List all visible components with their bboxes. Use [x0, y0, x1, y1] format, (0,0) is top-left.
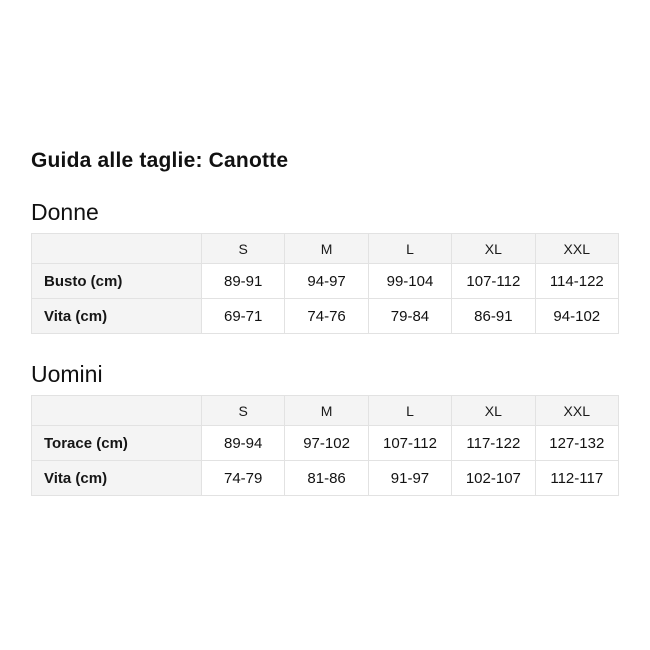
size-value-cell: 112-117 — [534, 460, 620, 496]
size-value-cell: 99-104 — [367, 263, 453, 299]
size-value-cell: 97-102 — [284, 425, 369, 461]
table-row: Vita (cm) 74-79 81-86 91-97 102-107 112-… — [31, 460, 620, 496]
size-value-cell: 89-91 — [200, 263, 286, 299]
column-header-xl: XL — [451, 233, 536, 264]
size-value-cell: 117-122 — [451, 425, 536, 461]
column-header-m: M — [284, 395, 369, 426]
column-header-s: S — [200, 233, 286, 264]
size-value-cell: 114-122 — [534, 263, 620, 299]
size-table-men: S M L XL XXL Torace (cm) 89-94 97-102 10… — [31, 395, 620, 496]
corner-cell — [31, 233, 202, 264]
section-heading-women: Donne — [31, 199, 99, 225]
size-value-cell: 81-86 — [284, 460, 369, 496]
size-value-cell: 69-71 — [200, 298, 286, 334]
section-men: Uomini S M L XL XXL — [31, 360, 620, 496]
page-title: Guida alle taglie: Canotte — [31, 149, 289, 172]
column-header-l: L — [367, 395, 453, 426]
size-table-women: S M L XL XXL Busto (cm) 89-91 94-97 99-1… — [31, 233, 620, 334]
column-header-xl: XL — [451, 395, 536, 426]
size-value-cell: 79-84 — [367, 298, 453, 334]
size-value-cell: 102-107 — [451, 460, 536, 496]
size-value-cell: 74-76 — [284, 298, 369, 334]
corner-cell — [31, 395, 202, 426]
column-header-s: S — [200, 395, 286, 426]
size-value-cell: 107-112 — [451, 263, 536, 299]
row-label: Vita (cm) — [31, 460, 202, 496]
size-value-cell: 127-132 — [534, 425, 620, 461]
column-header-m: M — [284, 233, 369, 264]
table-row: Torace (cm) 89-94 97-102 107-112 117-122… — [31, 425, 620, 461]
section-heading-men: Uomini — [31, 361, 103, 387]
column-header-xxl: XXL — [534, 395, 620, 426]
size-value-cell: 86-91 — [451, 298, 536, 334]
table-header-row: S M L XL XXL — [31, 395, 620, 426]
size-value-cell: 107-112 — [367, 425, 453, 461]
size-guide-content: Guida alle taglie: Canotte Donne S M L X… — [31, 148, 620, 496]
section-women: Donne S M L XL XXL — [31, 198, 620, 334]
table-row: Vita (cm) 69-71 74-76 79-84 86-91 94-102 — [31, 298, 620, 334]
size-value-cell: 74-79 — [200, 460, 286, 496]
size-value-cell: 94-97 — [284, 263, 369, 299]
size-value-cell: 89-94 — [200, 425, 286, 461]
column-header-xxl: XXL — [534, 233, 620, 264]
size-value-cell: 94-102 — [534, 298, 620, 334]
size-value-cell: 91-97 — [367, 460, 453, 496]
row-label: Vita (cm) — [31, 298, 202, 334]
table-header-row: S M L XL XXL — [31, 233, 620, 264]
table-row: Busto (cm) 89-91 94-97 99-104 107-112 11… — [31, 263, 620, 299]
row-label: Torace (cm) — [31, 425, 202, 461]
row-label: Busto (cm) — [31, 263, 202, 299]
column-header-l: L — [367, 233, 453, 264]
